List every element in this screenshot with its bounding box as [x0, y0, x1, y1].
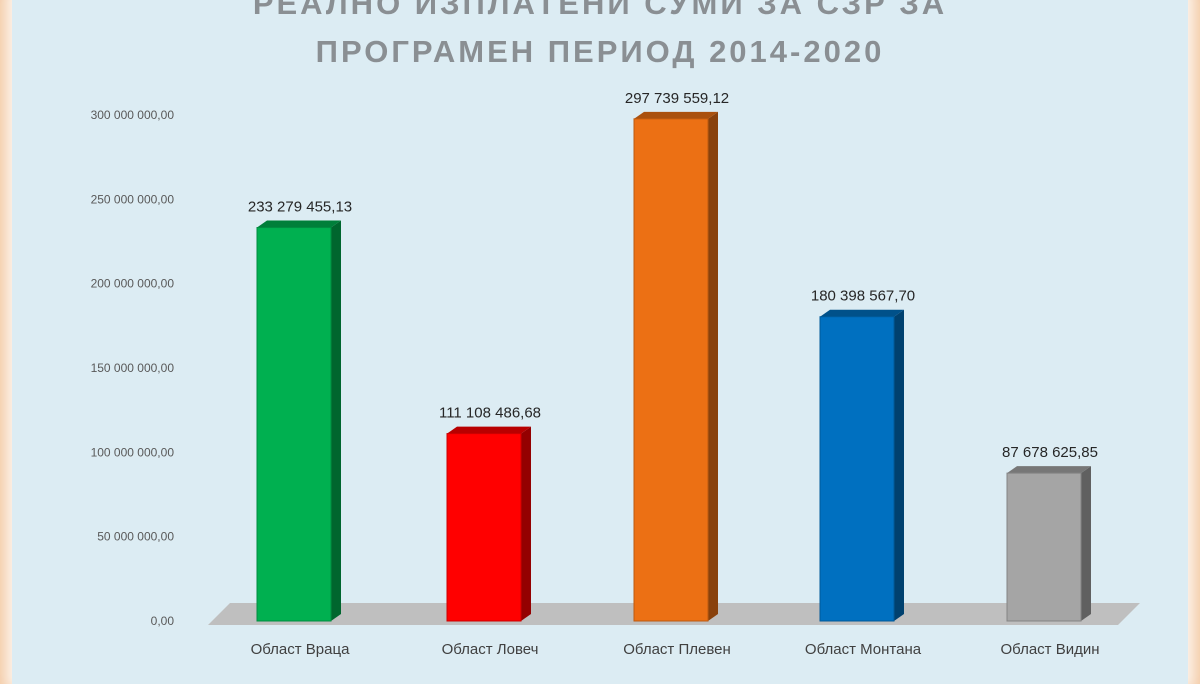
bar-value-label: 87 678 625,85	[1002, 444, 1098, 461]
bar-side	[708, 111, 718, 621]
bar-value-label: 297 739 559,12	[625, 90, 729, 107]
chart-title: РЕАЛНО ИЗПЛАТЕНИ СУМИ ЗА СЗР ЗА ПРОГРАМЕ…	[12, 0, 1188, 76]
bar-value-label: 233 279 455,13	[248, 199, 352, 216]
bar-top	[1007, 466, 1091, 474]
bar-side	[1081, 466, 1091, 621]
y-tick-label: 250 000 000,00	[91, 192, 175, 206]
chart-title-line-2: ПРОГРАМЕН ПЕРИОД 2014-2020	[315, 34, 885, 69]
y-tick-label: 150 000 000,00	[91, 361, 175, 375]
bar-value-label: 180 398 567,70	[811, 288, 915, 305]
bar-top	[820, 309, 904, 317]
bar	[633, 118, 709, 622]
y-tick-label: 50 000 000,00	[97, 530, 174, 544]
x-tick-label: Област Видин	[1000, 641, 1099, 658]
bar-top	[634, 111, 718, 119]
chart-title-line-1: РЕАЛНО ИЗПЛАТЕНИ СУМИ ЗА СЗР ЗА	[252, 0, 948, 21]
bar	[1006, 472, 1082, 622]
bar-top	[447, 426, 531, 434]
bar-side	[894, 309, 904, 621]
x-tick-label: Област Враца	[251, 641, 350, 658]
bar	[256, 227, 332, 622]
bar-value-label: 111 108 486,68	[439, 405, 541, 422]
bar-side	[331, 220, 341, 621]
chart-frame: РЕАЛНО ИЗПЛАТЕНИ СУМИ ЗА СЗР ЗА ПРОГРАМЕ…	[12, 0, 1188, 684]
bar	[819, 316, 895, 622]
x-tick-label: Област Плевен	[623, 641, 731, 658]
y-tick-label: 0,00	[151, 614, 175, 628]
y-tick-label: 200 000 000,00	[91, 277, 175, 291]
y-tick-label: 300 000 000,00	[91, 108, 175, 122]
bar	[446, 433, 522, 622]
x-tick-label: Област Ловеч	[442, 641, 539, 658]
y-tick-label: 100 000 000,00	[91, 445, 175, 459]
bar-top	[257, 220, 341, 228]
x-tick-label: Област Монтана	[805, 641, 922, 658]
bar-side	[521, 426, 531, 621]
